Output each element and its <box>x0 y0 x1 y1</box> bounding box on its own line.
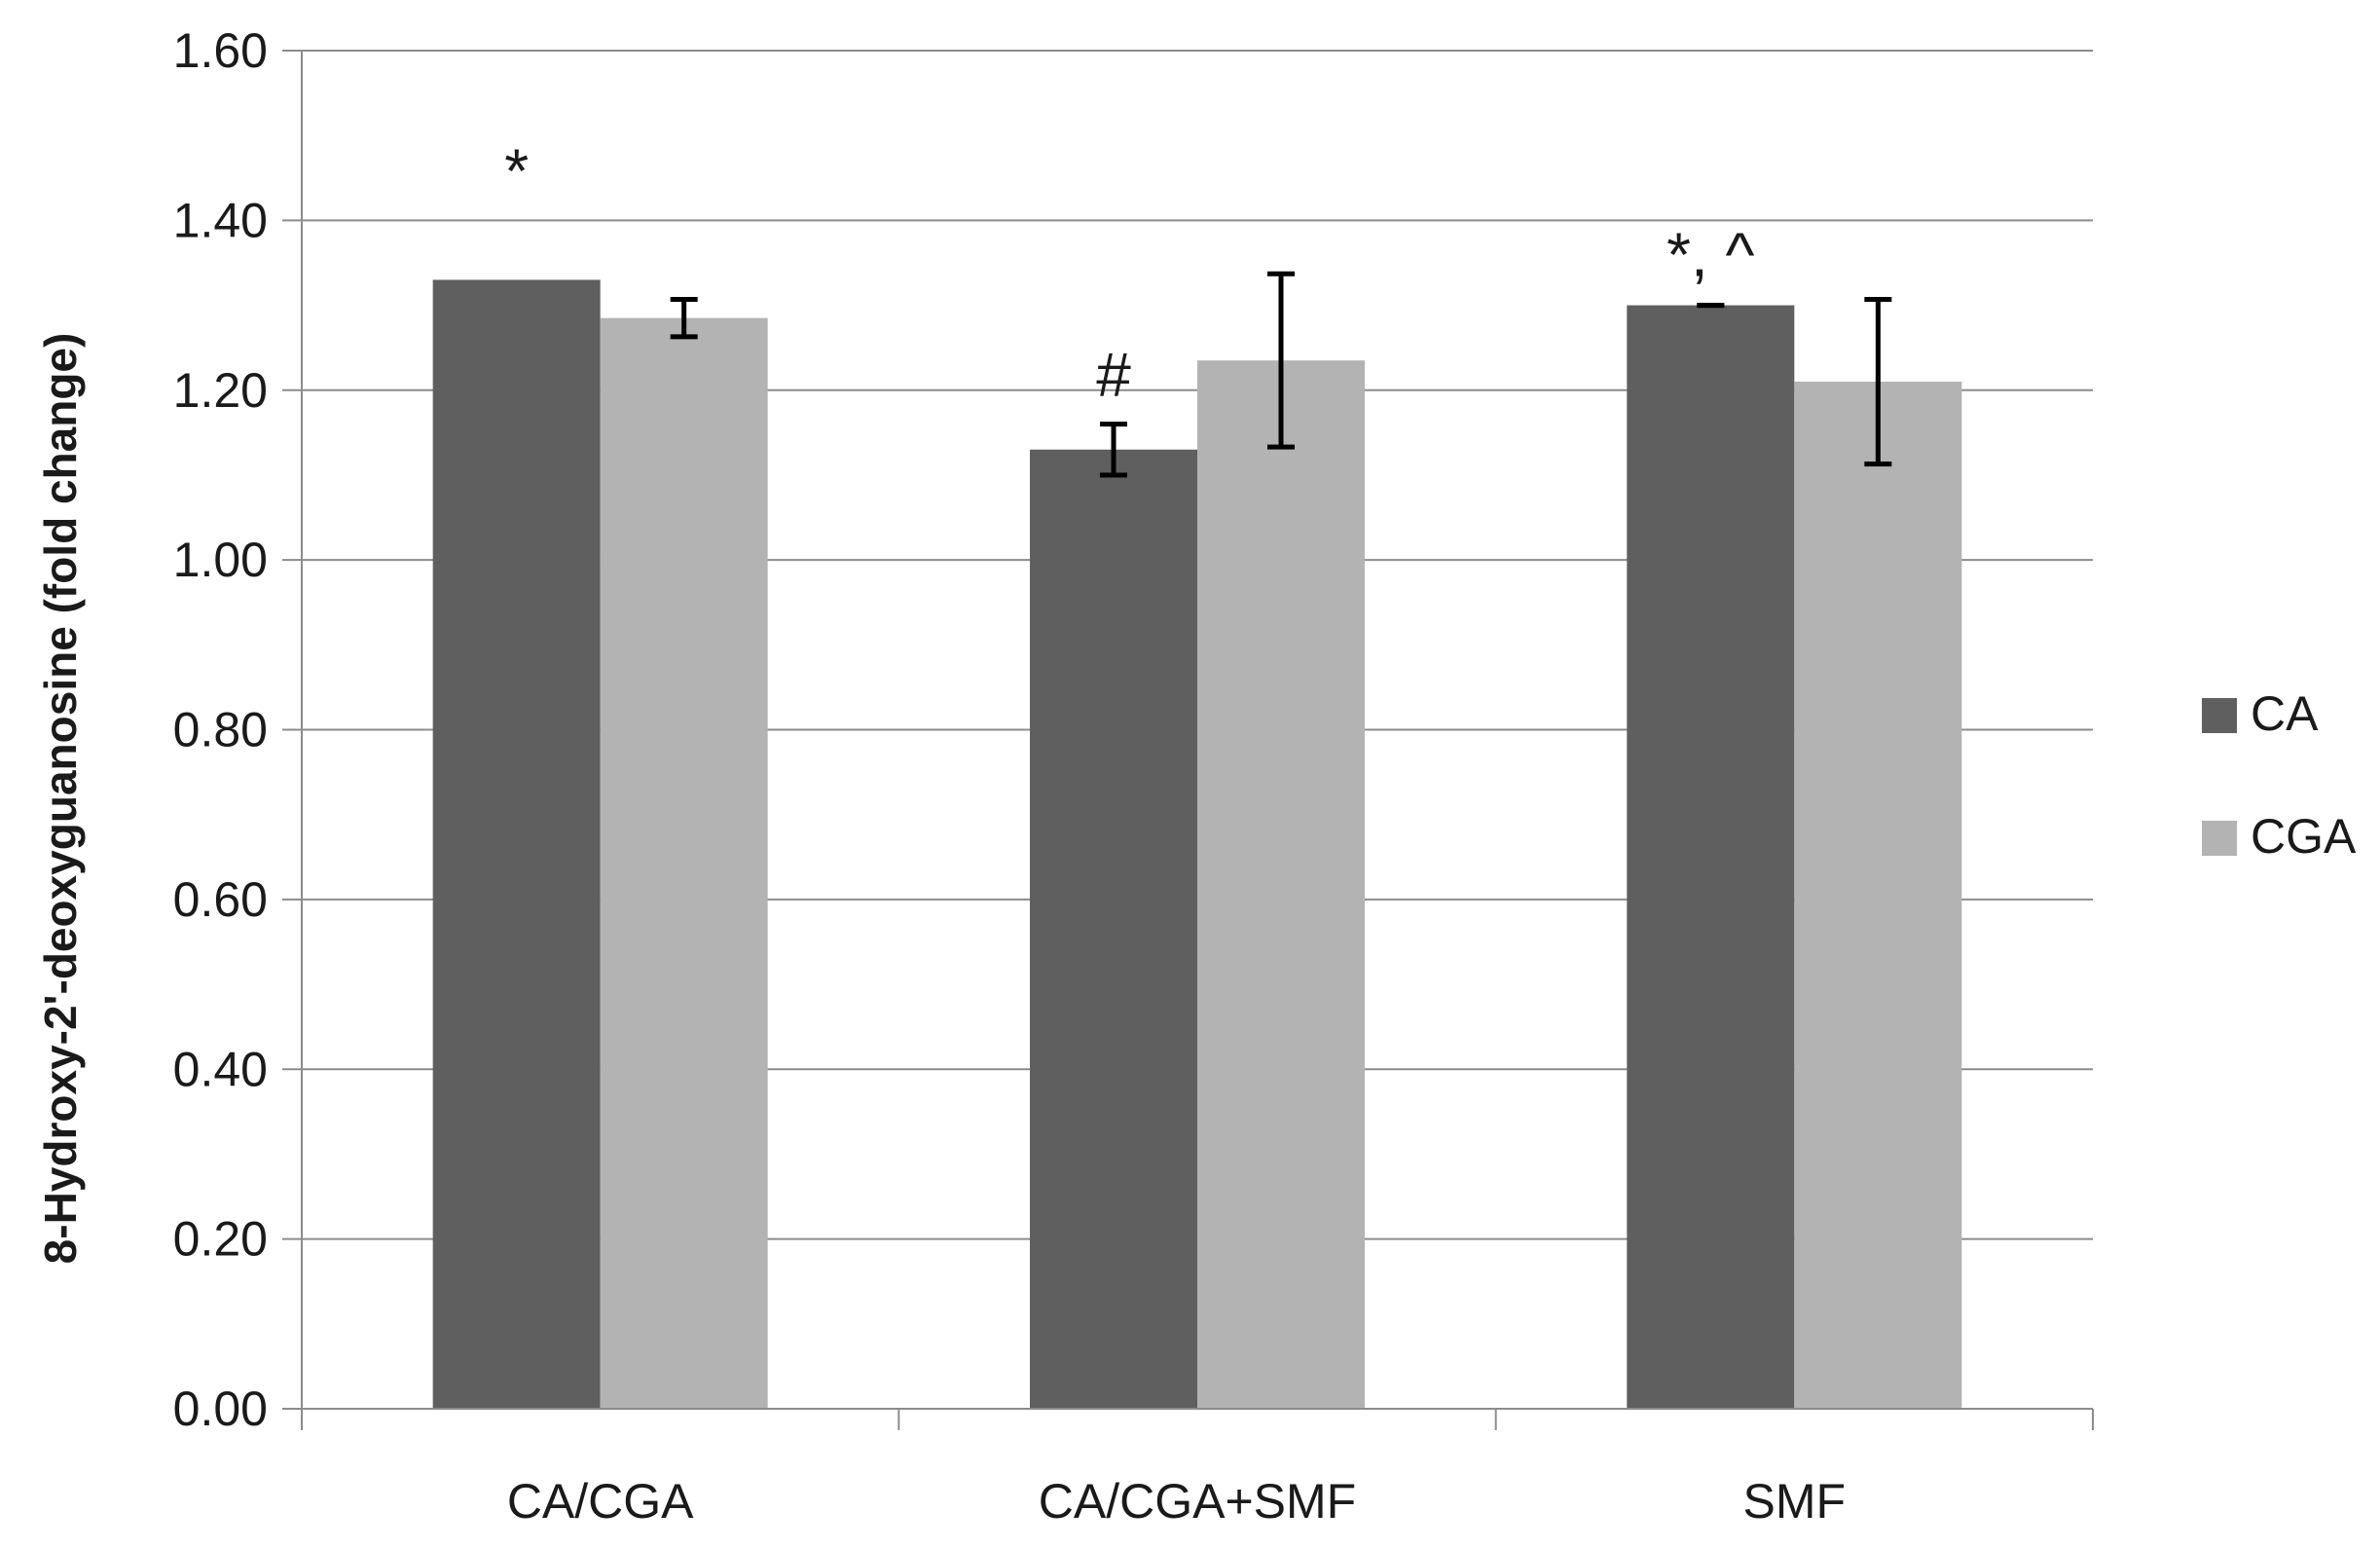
x-tick-label: CA/CGA <box>507 1474 694 1529</box>
legend-swatch <box>2202 821 2237 856</box>
y-tick-label: 0.80 <box>173 703 268 757</box>
significance-annotation: # <box>1096 340 1131 410</box>
axes <box>282 50 2094 1430</box>
error-bar <box>1267 271 1295 450</box>
legend-item-cga: CGA <box>2202 809 2357 864</box>
x-tick-label: CA/CGA+SMF <box>1039 1474 1356 1529</box>
y-tick-label: 1.60 <box>173 23 268 78</box>
bars <box>432 279 1962 1409</box>
y-tick-label: 0.20 <box>173 1212 268 1267</box>
bar-ca <box>1030 449 1197 1409</box>
bar-cga <box>1794 382 1962 1409</box>
x-tick-label: SMF <box>1743 1474 1847 1529</box>
bar-ca <box>1627 305 1795 1409</box>
y-tick-label: 0.40 <box>173 1042 268 1096</box>
bar-cga <box>1197 360 1365 1409</box>
error-bar <box>1864 296 1892 467</box>
significance-annotation: * <box>504 135 529 205</box>
error-bars <box>670 271 1892 478</box>
axis-labels: 8-Hydroxy-2'-deoxyguanosine (fold change… <box>35 23 1846 1529</box>
legend-swatch <box>2202 698 2237 733</box>
legend-label: CA <box>2251 686 2319 741</box>
error-bar <box>1100 422 1127 478</box>
y-tick-label: 1.00 <box>173 533 268 587</box>
significance-annotation: *, ^ <box>1666 220 1755 290</box>
bar-cga <box>600 317 768 1409</box>
annotations: * # *, ^ <box>504 135 1754 409</box>
legend-label: CGA <box>2251 809 2357 864</box>
legend: CA CGA <box>2202 686 2357 864</box>
error-bar <box>670 296 698 340</box>
y-axis-title: 8-Hydroxy-2'-deoxyguanosine (fold change… <box>35 333 86 1265</box>
y-tick-label: 1.40 <box>173 193 268 247</box>
bar-ca <box>432 279 601 1409</box>
y-tick-label: 1.20 <box>173 363 268 418</box>
y-tick-label: 0.00 <box>173 1382 268 1436</box>
legend-item-ca: CA <box>2202 686 2319 741</box>
y-tick-label: 0.60 <box>173 872 268 927</box>
